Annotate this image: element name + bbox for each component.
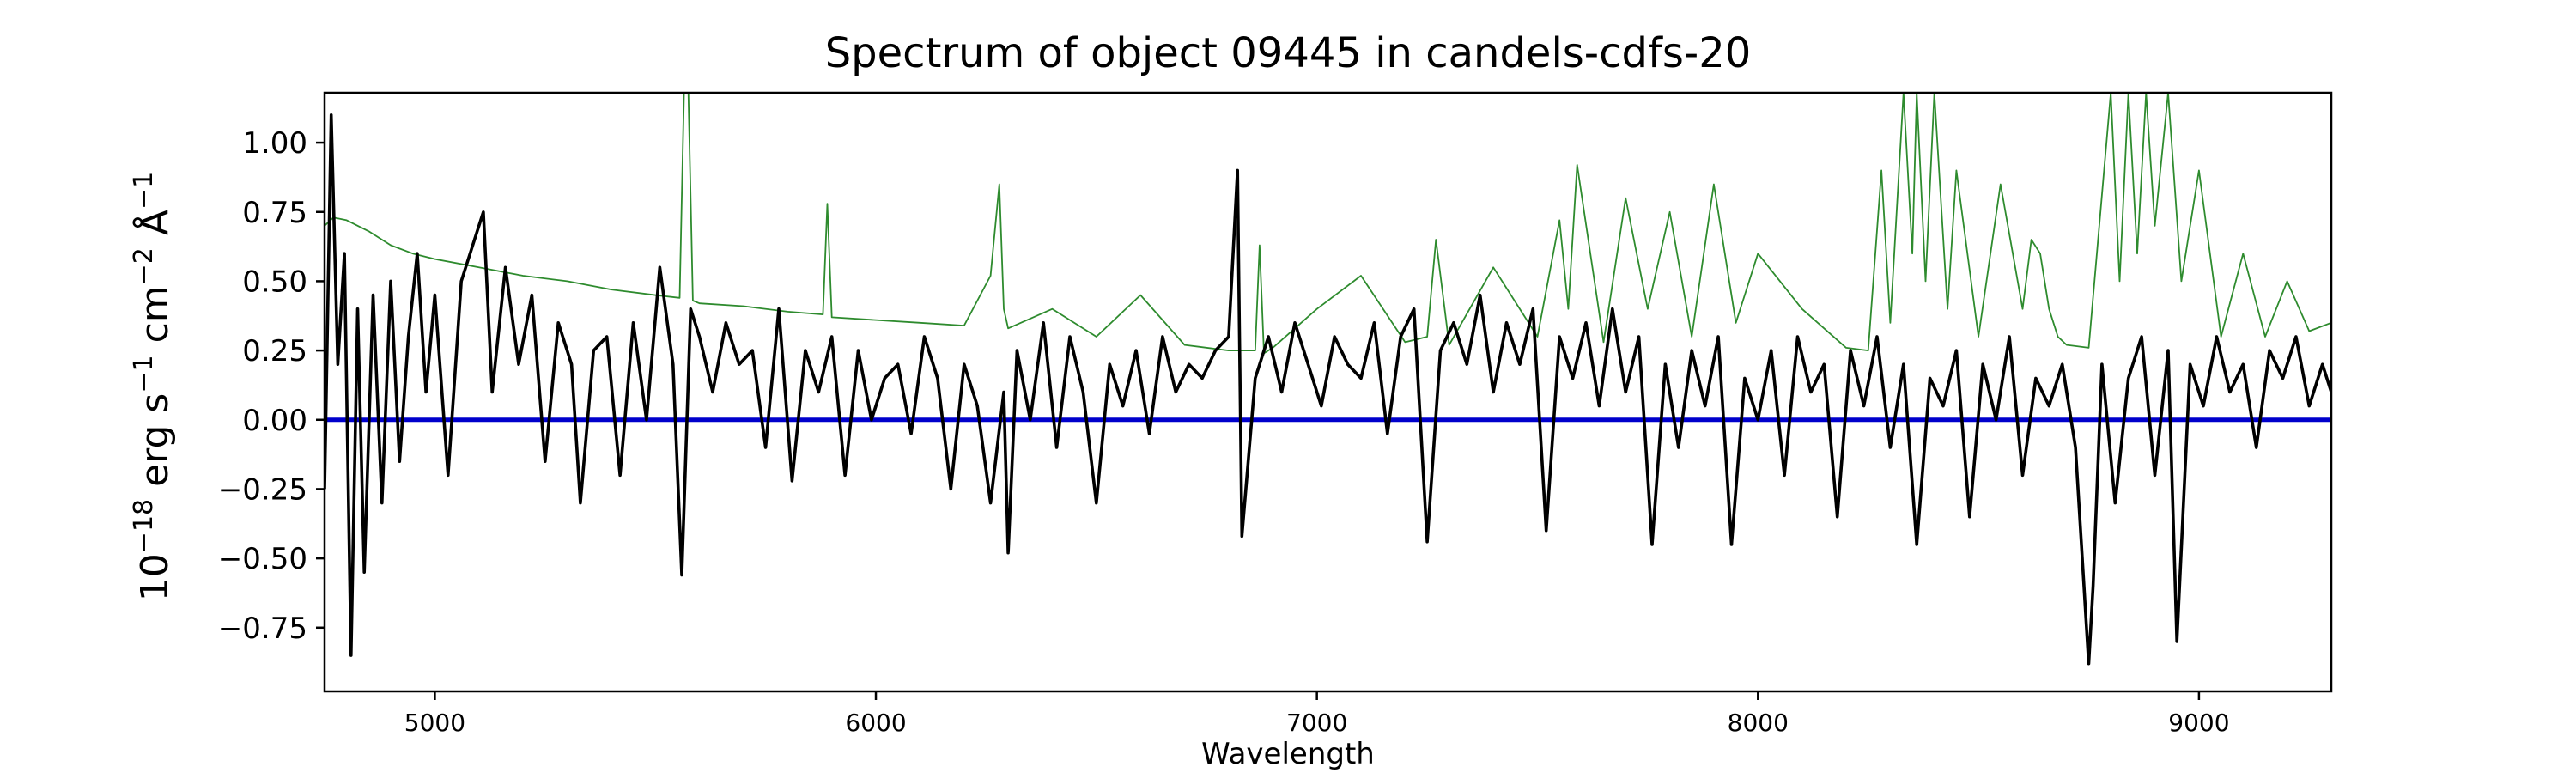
y-tick-label: −0.25: [218, 472, 307, 507]
x-axis-label: Wavelength: [1201, 737, 1375, 771]
y-tick-label: −0.75: [218, 612, 307, 646]
y-axis-label: 10−18 erg s−1 cm−2 Å−1: [129, 172, 177, 601]
y-label-base: 10: [133, 553, 177, 602]
y-label-unit2: cm: [133, 285, 177, 356]
x-tick-label: 5000: [404, 709, 465, 737]
y-label-unit1: erg s: [133, 393, 177, 499]
y-label-exp4: −1: [129, 171, 159, 210]
flux-spectrum-line: [325, 113, 2331, 666]
x-tick-label: 9000: [2168, 709, 2229, 737]
x-tick-label: 6000: [845, 709, 906, 737]
series-layer: [325, 93, 2331, 666]
y-label-exp1: −18: [129, 498, 159, 554]
chart-title: Spectrum of object 09445 in candels-cdfs…: [824, 29, 1752, 77]
y-label-exp3: −2: [129, 247, 159, 286]
y-tick-label: 0.50: [242, 265, 307, 299]
y-tick-label: 1.00: [242, 126, 307, 161]
y-tick-label: 0.25: [242, 334, 307, 368]
y-label-exp2: −1: [129, 355, 159, 393]
y-ticks: −0.75 −0.50 −0.25 0.00 0.25 0.50 0.75 1.00: [218, 126, 325, 646]
x-tick-label: 8000: [1728, 709, 1789, 737]
error-spectrum-line: [325, 93, 2331, 355]
y-tick-label: 0.00: [242, 404, 307, 438]
x-ticks: 5000 6000 7000 8000 9000: [404, 691, 2230, 737]
x-tick-label: 7000: [1286, 709, 1347, 737]
plot-frame: [323, 91, 2333, 693]
y-tick-label: −0.50: [218, 542, 307, 576]
y-label-unit3: Å: [133, 210, 177, 248]
y-tick-label: 0.75: [242, 196, 307, 230]
